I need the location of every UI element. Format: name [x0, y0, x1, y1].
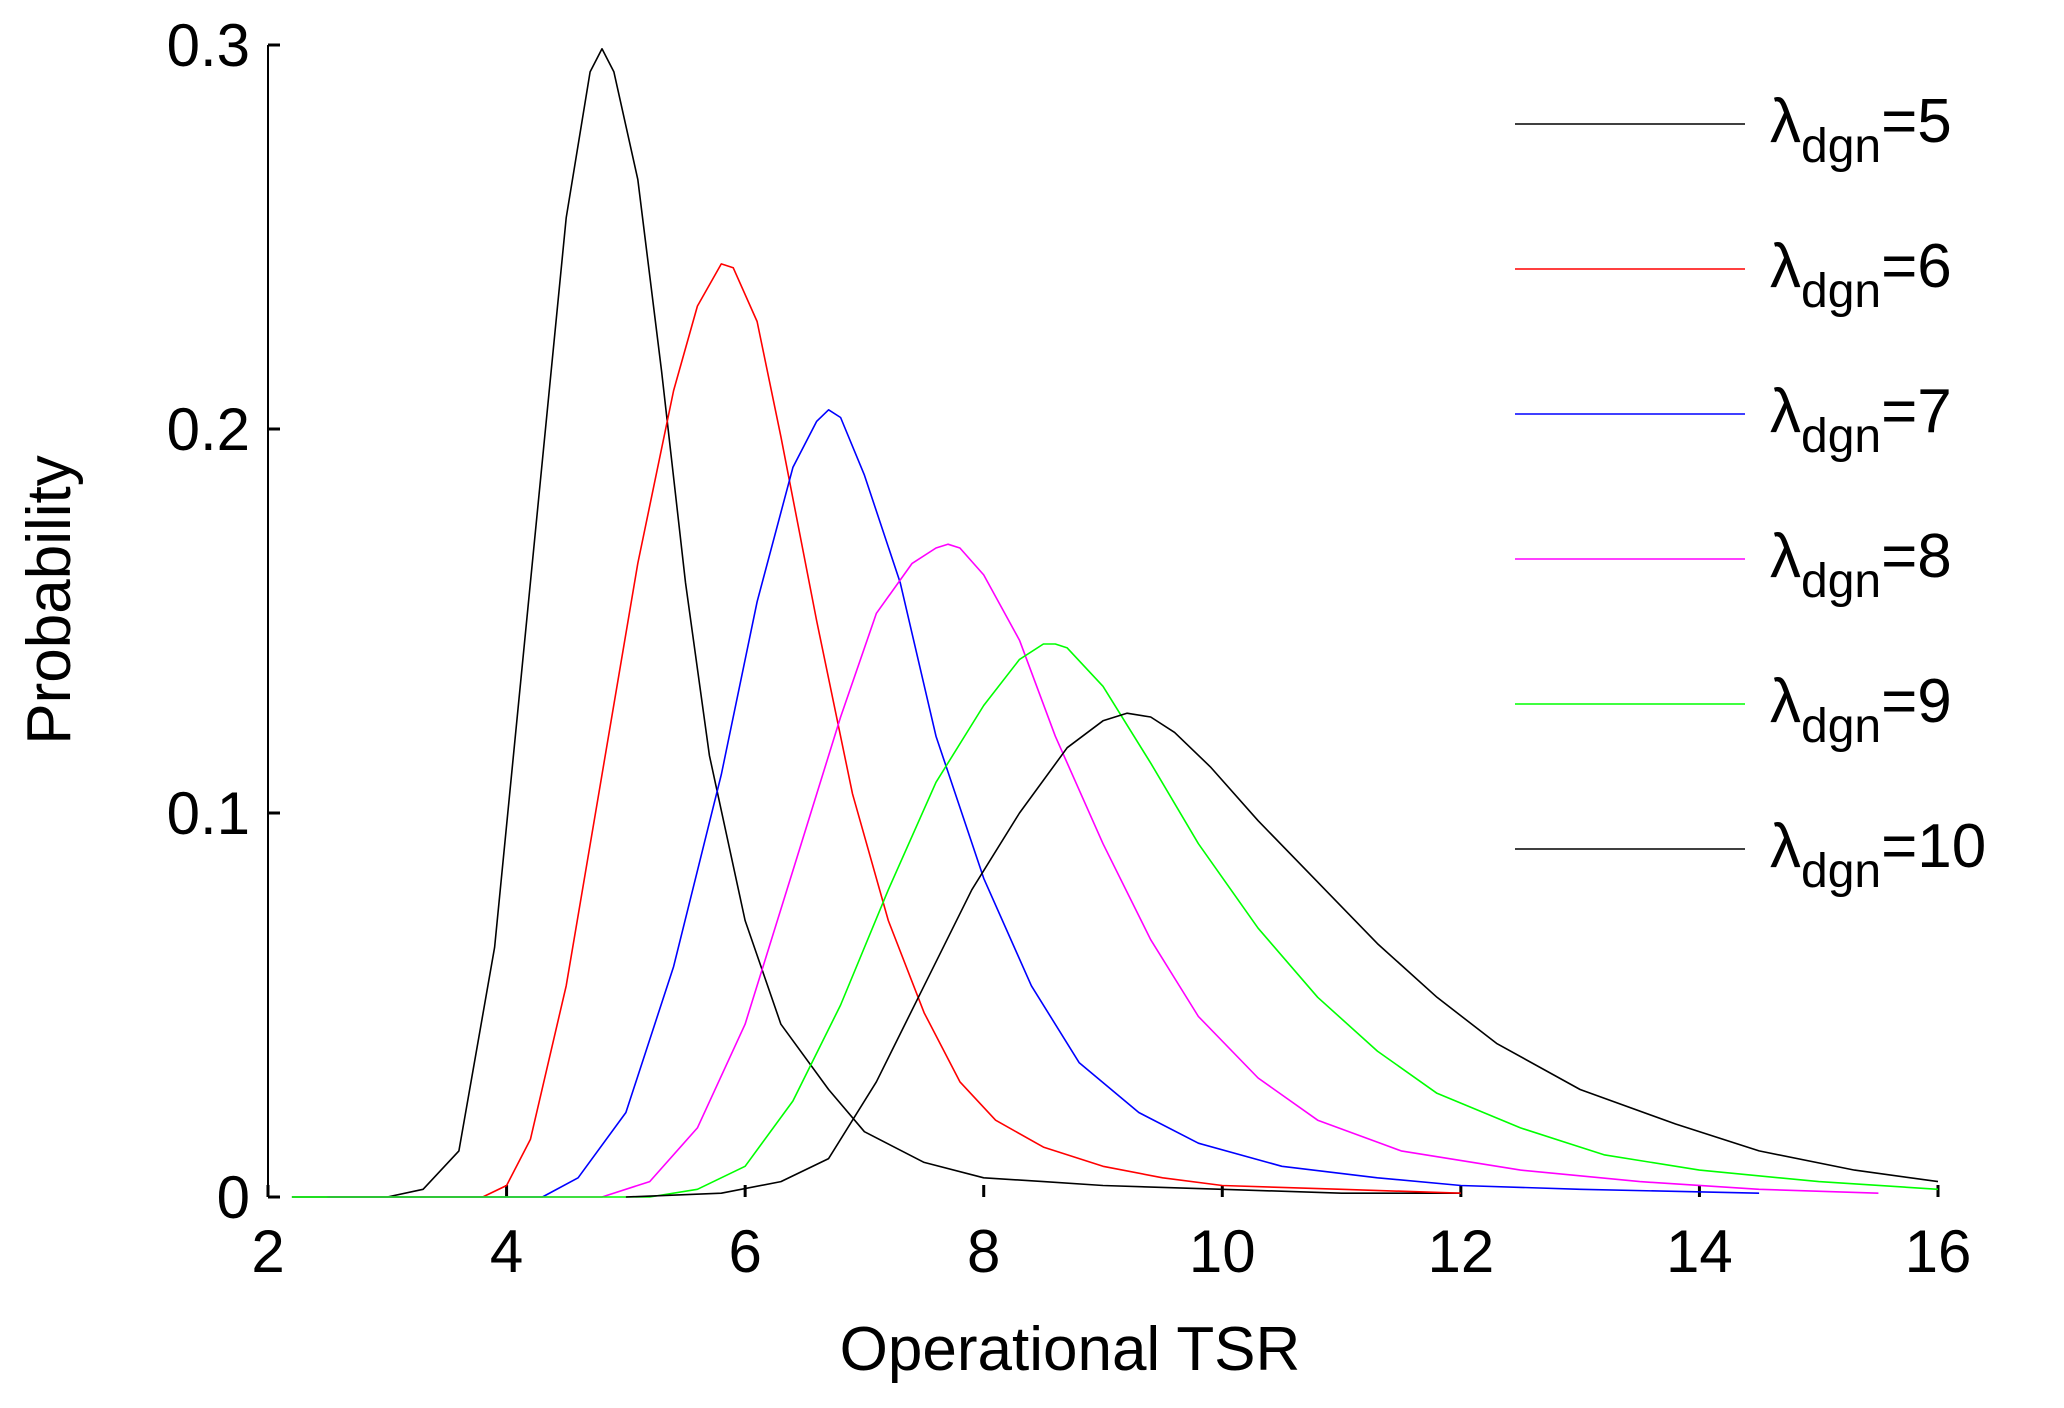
legend-label-1: λdgn=5 — [1770, 87, 1952, 173]
x-tick-label: 14 — [1666, 1218, 1733, 1285]
x-tick-label: 6 — [728, 1218, 761, 1285]
legend-label-6: λdgn=10 — [1770, 812, 1986, 898]
x-axis-title: Operational TSR — [840, 1315, 1301, 1384]
plot-area — [291, 47, 1939, 1198]
series-line-2 — [327, 263, 1461, 1198]
series-line-1 — [291, 47, 1461, 1198]
x-tick-label: 16 — [1905, 1218, 1972, 1285]
x-tick-label: 12 — [1427, 1218, 1494, 1285]
x-tick-label: 2 — [251, 1218, 284, 1285]
legend-label-3: λdgn=7 — [1770, 377, 1952, 463]
series-line-3 — [327, 408, 1760, 1198]
series-line-4 — [327, 543, 1879, 1198]
y-tick-label: 0.2 — [167, 396, 250, 463]
legend: λdgn=5 λdgn=6 λdgn=7 λdgn=8 λdgn=9 λdgn=10 — [1515, 87, 1986, 898]
legend-label-4: λdgn=8 — [1770, 522, 1952, 608]
x-tick-label: 8 — [967, 1218, 1000, 1285]
x-tick-label: 4 — [490, 1218, 523, 1285]
legend-label-2: λdgn=6 — [1770, 232, 1952, 318]
ticks: 0 0.1 0.2 0.3 2 4 6 8 10 12 14 16 — [167, 12, 1972, 1285]
x-tick-label: 10 — [1189, 1218, 1256, 1285]
y-tick-label: 0.1 — [167, 780, 250, 847]
y-tick-label: 0 — [217, 1164, 250, 1231]
y-axis-title: Probability — [15, 455, 84, 744]
series-line-6 — [625, 712, 1939, 1198]
legend-label-5: λdgn=9 — [1770, 667, 1952, 753]
series-line-5 — [291, 643, 1939, 1198]
y-tick-label: 0.3 — [167, 12, 250, 79]
